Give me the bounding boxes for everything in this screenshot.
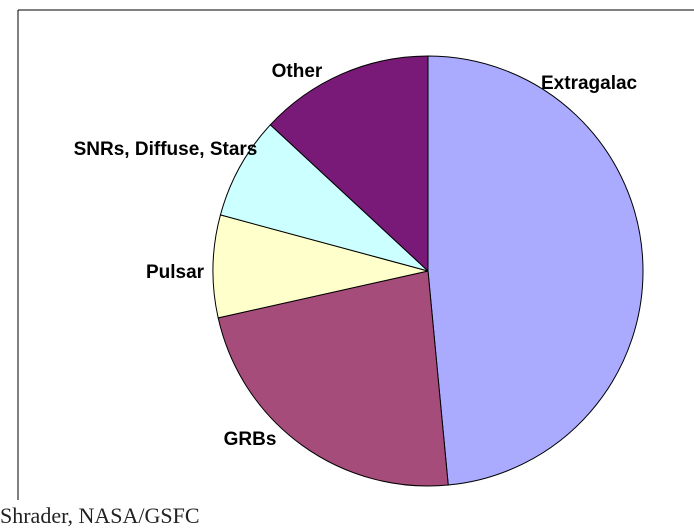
pie [212,55,644,487]
pie-slice [427,55,644,486]
slice-label: Extragalac [541,73,638,94]
slice-label: SNRs, Diffuse, Stars [73,139,258,160]
footer: Shrader, NASA/GSFC [0,503,200,528]
slice-label: Pulsar [145,262,205,283]
slice-label: GRBs [223,429,277,450]
pie-slice [219,124,429,272]
pie-slice [269,55,429,273]
pie-slice [217,270,449,487]
slice-label: Other [271,61,323,82]
pie-slice [212,214,429,319]
